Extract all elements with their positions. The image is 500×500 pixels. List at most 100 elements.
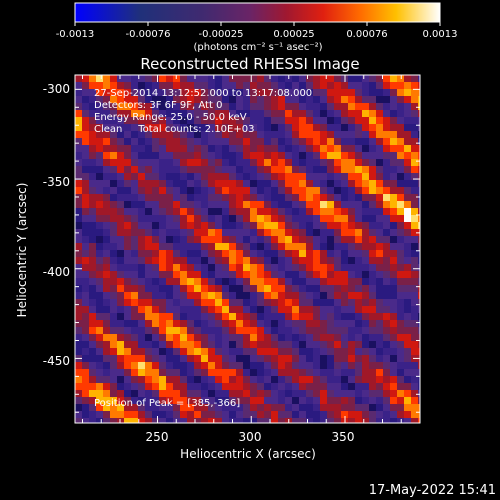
heatmap-cell (285, 187, 292, 194)
heatmap-cell (299, 243, 306, 250)
heatmap-cell (376, 264, 383, 271)
heatmap-cell (173, 264, 180, 271)
heatmap-cell (390, 194, 397, 201)
heatmap-cell (110, 229, 117, 236)
heatmap-cell (103, 166, 110, 173)
heatmap-cell (292, 145, 299, 152)
heatmap-cell (250, 264, 257, 271)
heatmap-cell (152, 411, 159, 418)
heatmap-cell (306, 313, 313, 320)
heatmap-cell (82, 96, 89, 103)
heatmap-cell (173, 285, 180, 292)
heatmap-cell (215, 383, 222, 390)
heatmap-cell (369, 306, 376, 313)
heatmap-cell (348, 180, 355, 187)
heatmap-cell (264, 124, 271, 131)
heatmap-cell (215, 103, 222, 110)
heatmap-cell (89, 348, 96, 355)
heatmap-cell (369, 243, 376, 250)
heatmap-cell (348, 376, 355, 383)
heatmap-cell (397, 418, 404, 423)
heatmap-cell (75, 215, 82, 222)
heatmap-cell (82, 257, 89, 264)
heatmap-cell (124, 369, 131, 376)
heatmap-cell (208, 418, 215, 423)
heatmap-cell (250, 208, 257, 215)
heatmap-cell (180, 250, 187, 257)
heatmap-cell (418, 292, 420, 299)
heatmap-cell (369, 222, 376, 229)
heatmap-cell (362, 362, 369, 369)
heatmap-cell (243, 355, 250, 362)
heatmap-cell (390, 306, 397, 313)
heatmap-cell (194, 187, 201, 194)
heatmap-cell (404, 166, 411, 173)
heatmap-cell (131, 348, 138, 355)
heatmap-cell (131, 278, 138, 285)
heatmap-cell (117, 411, 124, 418)
heatmap-cell (334, 397, 341, 404)
heatmap-cell (75, 369, 82, 376)
heatmap-cell (194, 75, 201, 82)
heatmap-cell (257, 264, 264, 271)
heatmap-cell (362, 166, 369, 173)
heatmap-cell (355, 96, 362, 103)
heatmap-cell (208, 257, 215, 264)
heatmap-cell (180, 383, 187, 390)
heatmap-cell (411, 278, 418, 285)
heatmap-cell (229, 131, 236, 138)
heatmap-cell (320, 362, 327, 369)
heatmap-cell (362, 257, 369, 264)
heatmap-cell (110, 159, 117, 166)
heatmap-cell (173, 250, 180, 257)
heatmap-cell (404, 159, 411, 166)
heatmap-cell (215, 180, 222, 187)
heatmap-cell (145, 236, 152, 243)
heatmap-cell (278, 201, 285, 208)
heatmap-cell (404, 222, 411, 229)
heatmap-cell (243, 159, 250, 166)
heatmap-cell (229, 376, 236, 383)
heatmap-cell (376, 229, 383, 236)
heatmap-cell (390, 299, 397, 306)
heatmap-cell (257, 159, 264, 166)
heatmap-cell (257, 110, 264, 117)
heatmap-cell (145, 299, 152, 306)
heatmap-cell (341, 390, 348, 397)
heatmap-cell (285, 383, 292, 390)
heatmap-cell (229, 229, 236, 236)
heatmap-cell (257, 236, 264, 243)
heatmap-cell (173, 348, 180, 355)
heatmap-cell (348, 96, 355, 103)
heatmap-cell (229, 411, 236, 418)
heatmap-cell (75, 404, 82, 411)
heatmap-cell (222, 362, 229, 369)
heatmap-cell (173, 341, 180, 348)
heatmap-cell (334, 271, 341, 278)
heatmap-cell (348, 110, 355, 117)
heatmap-cell (96, 278, 103, 285)
heatmap-cell (299, 390, 306, 397)
heatmap-cell (159, 201, 166, 208)
heatmap-cell (124, 201, 131, 208)
heatmap-cell (383, 138, 390, 145)
heatmap-cell (236, 117, 243, 124)
heatmap-cell (152, 390, 159, 397)
heatmap-cell (166, 250, 173, 257)
heatmap-cell (257, 180, 264, 187)
heatmap-cell (327, 166, 334, 173)
heatmap-cell (376, 110, 383, 117)
heatmap-cell (82, 376, 89, 383)
heatmap-cell (180, 404, 187, 411)
heatmap-cell (236, 418, 243, 423)
heatmap-cell (411, 145, 418, 152)
heatmap-cell (348, 418, 355, 423)
heatmap-cell (138, 397, 145, 404)
heatmap-cell (180, 271, 187, 278)
heatmap-cell (320, 369, 327, 376)
heatmap-cell (334, 285, 341, 292)
heatmap-cell (376, 257, 383, 264)
heatmap-cell (152, 187, 159, 194)
heatmap-cell (285, 306, 292, 313)
heatmap-cell (376, 334, 383, 341)
